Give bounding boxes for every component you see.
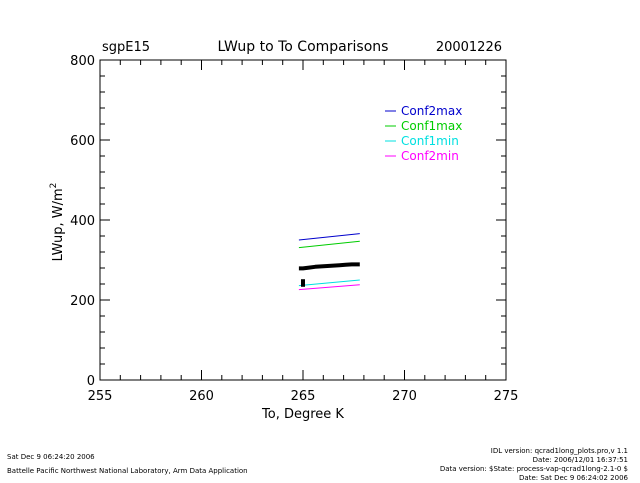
series-line-conf2max (298, 233, 360, 241)
x-tick-label: 270 (392, 389, 417, 404)
y-tick-label: 600 (70, 134, 95, 149)
y-tick-label: 0 (87, 374, 95, 389)
observation-line (298, 262, 360, 271)
x-tick-label: 260 (189, 389, 214, 404)
series-line-conf2min (298, 284, 360, 291)
series-lines (298, 233, 360, 291)
x-tick-label: 275 (494, 389, 519, 404)
site-label: sgpE15 (102, 40, 150, 55)
axes: 255 260 265 270 275 0 200 400 600 800 (70, 54, 518, 404)
legend-entry: Conf1max (401, 119, 462, 133)
series-line-conf1min (298, 279, 360, 287)
footer-date: Sat Dec 9 06:24:20 2006 (7, 453, 95, 461)
y-tick-label: 800 (70, 54, 95, 69)
x-tick-label: 255 (88, 389, 113, 404)
footer-idl-version: IDL version: qcrad1long_plots.pro,v 1.1 (490, 447, 628, 455)
footer-version-info: IDL version: qcrad1long_plots.pro,v 1.1 … (440, 447, 628, 483)
y-axis-label-main: LWup, W/m (51, 188, 66, 261)
legend-entry: Conf2max (401, 104, 462, 118)
date-label: 20001226 (436, 40, 502, 55)
y-tick-label: 400 (70, 214, 95, 229)
footer-organization: Battelle Pacific Northwest National Labo… (7, 467, 248, 475)
footer-data-date: Date: Sat Dec 9 06:24:02 2006 (519, 474, 628, 482)
x-axis-label: To, Degree K (261, 407, 344, 422)
y-tick-label: 200 (70, 294, 95, 309)
footer-idl-date: Date: 2006/12/01 16:37:51 (532, 456, 628, 464)
footer-data-version: Data version: $State: process-vap-qcrad1… (439, 465, 628, 473)
y-axis-label-superscript: 2 (49, 183, 59, 189)
legend-entry: Conf2min (401, 149, 459, 163)
series-line-conf1max (298, 240, 360, 249)
x-tick-label: 265 (291, 389, 316, 404)
legend-entry: Conf1min (401, 134, 459, 148)
y-axis-label: LWup, W/m2 (49, 183, 66, 262)
chart-title: LWup to To Comparisons (218, 39, 389, 55)
